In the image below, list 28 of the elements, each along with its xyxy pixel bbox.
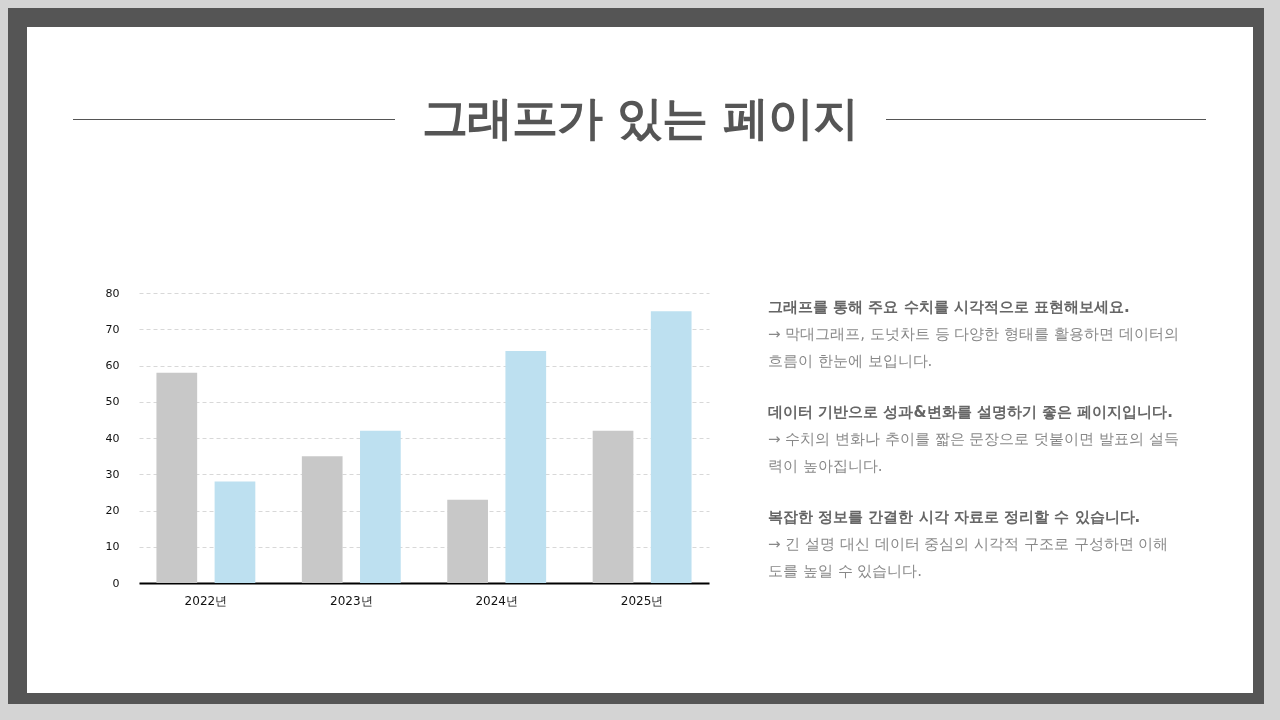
text: → 긴 설명 대신 데이터 중심의 시각적 구조로 구성하면 이해도를 높일 수 있습니다.: [768, 534, 1170, 582]
x-tick-label: 2024년: [475, 593, 518, 608]
y-tick-label: 80: [105, 286, 120, 300]
text: → 막대그래프, 도넛차트 등 다양한 형태를 활용하면 데이터의 흐름이 한눈에 보입니다.: [768, 324, 1180, 372]
text: → 수치의 변화나 추이를 짧은 문장으로 덧붙이면 발표의 설득력이 높아집니다.: [768, 429, 1180, 477]
text: 데이터 기반으로 성과&변화를 설명하기 좋은 페이지입니다.: [768, 402, 1174, 423]
y-tick-label: 50: [105, 395, 120, 409]
text: 그래프를 통해 주요 수치를 시각적으로 표현해보세요.: [768, 297, 1131, 318]
y-tick-label: 60: [105, 359, 120, 372]
bar: [650, 311, 692, 583]
bar: [301, 456, 343, 583]
bar: [505, 351, 547, 583]
x-tick-label: 2025년: [620, 593, 664, 608]
bar: [156, 372, 198, 583]
y-tick-label: 10: [105, 540, 120, 554]
x-tick-label: 2022년: [184, 593, 228, 608]
x-tick-label: 2023년: [330, 593, 373, 608]
bar: [447, 499, 488, 583]
y-tick-label: 20: [105, 504, 120, 517]
bar: [592, 430, 634, 583]
y-tick-label: 0: [112, 576, 120, 590]
y-tick-label: 30: [105, 467, 120, 481]
bar: [214, 481, 256, 583]
bar: [360, 430, 401, 583]
y-tick-label: 40: [105, 431, 120, 445]
text: 복잡한 정보를 간결한 시각 자료로 정리할 수 있습니다.: [768, 507, 1142, 528]
chart-title: 그래프가 있는 페이지: [421, 90, 859, 147]
y-tick-label: 70: [105, 322, 120, 336]
